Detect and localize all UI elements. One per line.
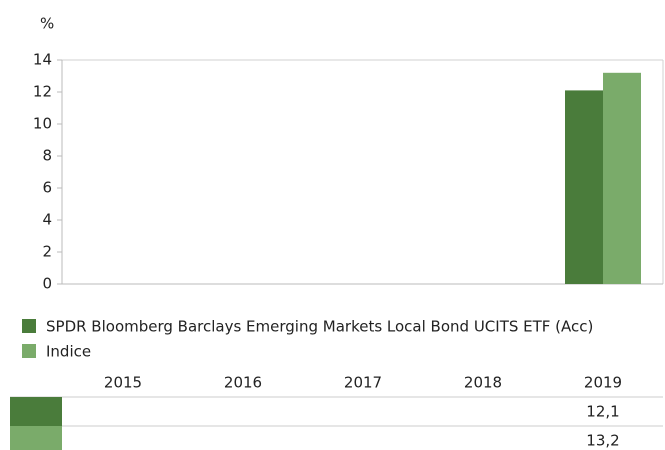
y-axis-label: %	[40, 15, 54, 33]
table-header: 2015	[104, 374, 142, 392]
y-tick-label: 4	[42, 211, 52, 229]
y-tick-label: 0	[42, 275, 52, 293]
table-header: 2019	[584, 374, 622, 392]
table-cell: 12,1	[586, 403, 619, 421]
y-tick-label: 12	[33, 83, 52, 101]
legend-swatch	[22, 319, 36, 333]
bar	[565, 90, 603, 285]
y-tick-label: 8	[42, 147, 52, 165]
legend-label: SPDR Bloomberg Barclays Emerging Markets…	[46, 318, 593, 336]
table-header: 2016	[224, 374, 262, 392]
y-tick-label: 2	[42, 243, 52, 261]
table-header: 2018	[464, 374, 502, 392]
y-tick-label: 6	[42, 179, 52, 197]
y-tick-label: 14	[33, 51, 52, 69]
bar	[603, 72, 641, 284]
legend-label: Indice	[46, 343, 91, 361]
legend-swatch	[22, 344, 36, 358]
table-cell: 13,2	[586, 432, 619, 450]
table-swatch	[10, 426, 62, 450]
table-header: 2017	[344, 374, 382, 392]
table-swatch	[10, 397, 62, 426]
y-tick-label: 10	[33, 115, 52, 133]
